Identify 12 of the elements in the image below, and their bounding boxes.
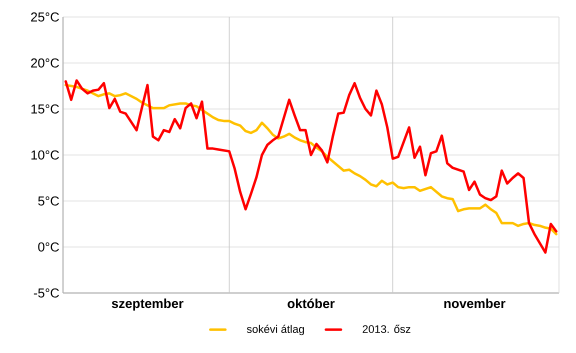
- y-tick-label: 20°C: [31, 58, 59, 68]
- y-tick-label: 0°C: [38, 242, 59, 252]
- y-tick-label: 15°C: [31, 104, 59, 114]
- legend-label: sokévi átlag: [246, 324, 304, 336]
- y-tick-label: 5°C: [38, 196, 59, 206]
- x-tick-label: október: [288, 298, 335, 308]
- y-tick-label: -5°C: [34, 288, 59, 298]
- y-tick-label: 25°C: [31, 12, 59, 22]
- x-tick-label: szeptember: [112, 298, 184, 311]
- x-tick-label: november: [444, 298, 506, 308]
- y-tick-label: 10°C: [31, 150, 59, 160]
- legend-label: 2013. ősz: [362, 324, 410, 333]
